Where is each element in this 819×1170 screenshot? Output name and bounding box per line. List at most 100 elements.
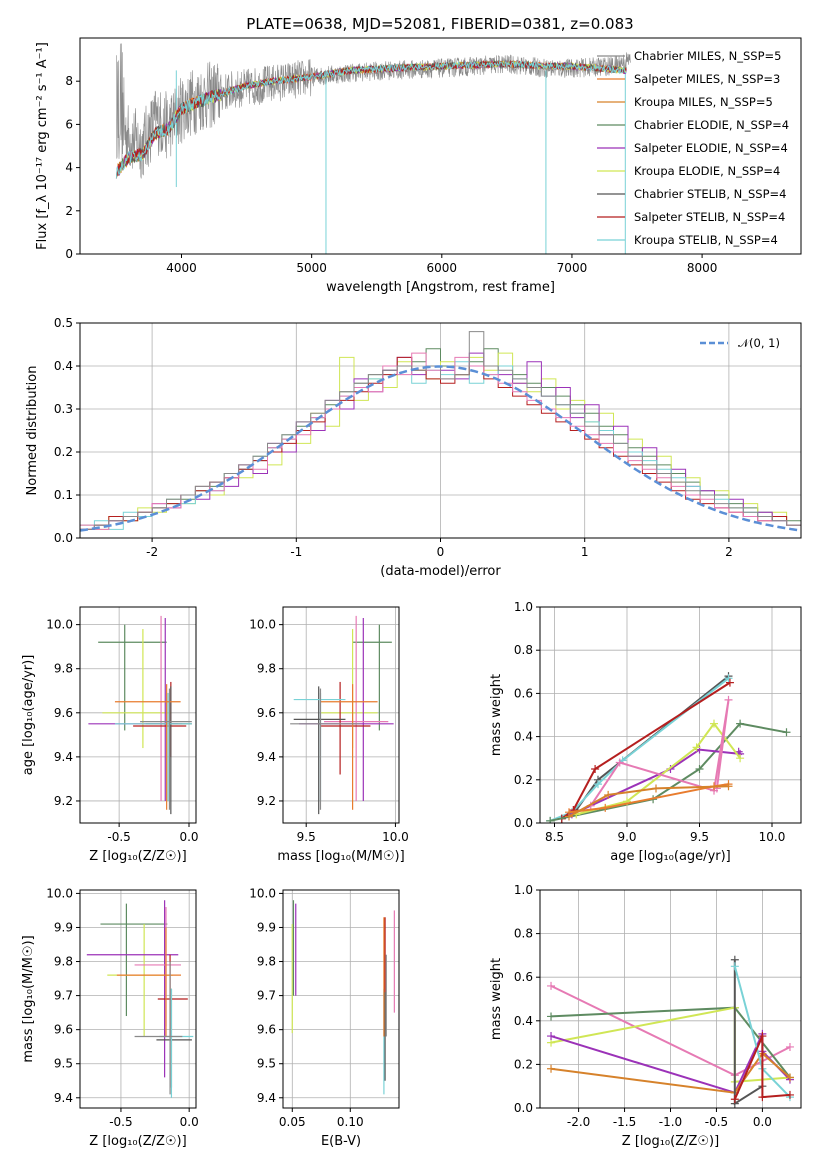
y-tick-label: 9.2 [257, 794, 276, 808]
y-tick-label: 0.0 [54, 531, 73, 545]
axes-frame [539, 889, 802, 1109]
y-tick-label: 9.6 [257, 1023, 276, 1037]
legend-entry: Kroupa ELODIE, N_SSP=4 [634, 164, 780, 178]
y-tick-label: 9.9 [54, 920, 73, 934]
legend-entry: Chabrier STELIB, N_SSP=4 [634, 187, 786, 201]
mass-weight-point [695, 765, 704, 773]
plot-area [547, 955, 794, 1108]
spectrum-panel: 4000 5000 6000 7000 8000 0 2 4 6 8 wavelength [Ang… [35, 37, 802, 295]
mass-weight-point [758, 1093, 767, 1102]
mass-weight-vs-age-panel: 8.5 9.0 9.5 10.0 0.0 0.2 0.4 0.6 0.8 1.0 age [log₁… [489, 600, 802, 864]
mass-weight-line [568, 785, 729, 818]
y-tick-label: 6 [65, 117, 73, 131]
x-tick-label: 0.05 [279, 1115, 306, 1129]
mass-weight-point [785, 1042, 794, 1051]
y-tick-label: 1.0 [514, 600, 533, 614]
mass-weight-point [725, 678, 734, 687]
x-tick-label: 5000 [296, 261, 327, 275]
y-tick-label: 9.6 [54, 706, 73, 720]
x-tick-label: 9.5 [297, 830, 316, 844]
axes-frame [79, 37, 802, 255]
mass-weight-line [733, 1035, 791, 1100]
plot-area [546, 672, 791, 823]
y-tick-label: 9.5 [54, 1057, 73, 1071]
x-tick-label: 0 [437, 545, 445, 559]
mass-weight-point [547, 1032, 556, 1041]
mass-weight-point [758, 1032, 767, 1041]
axes-frame [282, 606, 400, 824]
legend-entry: 𝒩(0, 1) [738, 336, 780, 350]
y-axis-label: mass weight [489, 958, 504, 1040]
mass-weight-point [724, 674, 733, 683]
x-tick-label: -1.0 [659, 1115, 682, 1129]
mass-weight-point [565, 812, 573, 821]
y-tick-label: 9.2 [54, 794, 73, 808]
y-tick-label: 9.6 [257, 706, 276, 720]
mass-weight-point [546, 816, 555, 823]
x-tick-label: 8.5 [545, 830, 564, 844]
plot-area [88, 615, 192, 815]
y-tick-label: 10.0 [249, 618, 276, 632]
y-tick-label: 9.4 [257, 750, 276, 764]
mass-weight-point [547, 981, 556, 990]
y-tick-label: 9.8 [257, 662, 276, 676]
y-tick-label: 0.0 [514, 1101, 533, 1115]
x-tick-label: 0.0 [753, 1115, 772, 1129]
y-tick-label: 9.7 [257, 989, 276, 1003]
y-tick-label: 0.5 [54, 316, 73, 330]
x-tick-label: 2 [725, 545, 733, 559]
x-tick-label: 4000 [166, 261, 197, 275]
y-tick-label: 0.0 [514, 816, 533, 830]
x-tick-label: 10.0 [759, 830, 786, 844]
mass-weight-line [561, 681, 731, 820]
mass-weight-point [692, 743, 701, 752]
y-tick-label: 9.8 [54, 955, 73, 969]
mass-weight-line [589, 699, 730, 807]
y-tick-label: 9.7 [54, 989, 73, 1003]
y-tick-label: 0.8 [514, 927, 533, 941]
y-axis-label: mass weight [489, 674, 504, 756]
axes-frame [79, 322, 802, 539]
mass-weight-point [594, 780, 602, 789]
x-tick-label: 9.5 [690, 830, 709, 844]
y-tick-label: 0 [65, 247, 73, 261]
axes-frame [79, 606, 197, 824]
mass-weight-point [730, 962, 739, 971]
y-tick-label: 9.9 [257, 920, 276, 934]
y-tick-label: 9.6 [54, 1023, 73, 1037]
x-axis-label: E(B-V) [321, 1134, 361, 1149]
legend-entry: Salpeter STELIB, N_SSP=4 [634, 210, 785, 224]
y-tick-label: 0.4 [54, 359, 73, 373]
plot-area [80, 331, 801, 532]
model-spectrum-kroupa-stelib [115, 59, 627, 179]
mass-vs-ebv-panel: 0.05 0.10 9.4 9.5 9.6 9.7 9.8 9.9 10.0 E(B-V) [249, 886, 400, 1149]
y-tick-label: 0.3 [54, 402, 73, 416]
age-vs-mass-panel: 9.5 10.0 9.2 9.4 9.6 9.8 10.0 mass [log₁₀(M/M☉)… [249, 606, 409, 864]
mass-weight-point [782, 728, 791, 737]
mass-weight-point [591, 765, 600, 773]
y-tick-label: 10.0 [46, 886, 73, 900]
plot-area [290, 615, 394, 815]
mass-weight-point [724, 782, 733, 791]
plot-area [291, 900, 395, 1095]
y-tick-label: 8 [65, 74, 73, 88]
mass-weight-point [785, 1090, 794, 1099]
y-tick-label: 0.8 [514, 643, 533, 657]
figure-title: PLATE=0638, MJD=52081, FIBERID=0381, z=0… [246, 15, 633, 33]
x-tick-label: -1 [290, 545, 302, 559]
x-tick-label: 0.0 [179, 830, 198, 844]
x-tick-label: 8000 [687, 261, 718, 275]
x-tick-label: -2.0 [567, 1115, 590, 1129]
x-axis-label: Z [log₁₀(Z/Z☉)] [622, 1134, 719, 1149]
legend-entry: Chabrier MILES, N_SSP=5 [634, 49, 781, 63]
mass-weight-point [736, 754, 745, 763]
x-tick-label: 9.0 [617, 830, 636, 844]
mass-weight-point [652, 784, 660, 793]
y-axis-label: mass [log₁₀(M/M☉)] [21, 935, 36, 1062]
y-tick-label: 1.0 [514, 883, 533, 897]
y-tick-label: 0.6 [514, 970, 533, 984]
y-axis-label: age [log₁₀(age/yr)] [21, 655, 36, 776]
mass-vs-metallicity-panel: -0.5 0.0 9.4 9.5 9.6 9.7 9.8 9.9 10.0 Z [log₁₀(Z/… [21, 886, 199, 1149]
residual-histogram [80, 356, 801, 530]
